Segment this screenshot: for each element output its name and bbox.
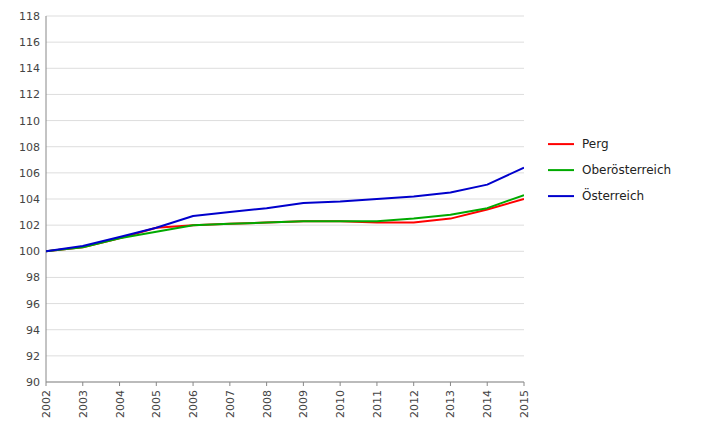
grid-line: [46, 68, 524, 69]
y-tick-label: 116: [19, 36, 40, 49]
x-tick-label: 2004: [114, 390, 127, 418]
y-tick-label: 108: [19, 141, 40, 154]
y-tick-label: 114: [19, 62, 40, 75]
chart: 90 92 94 96 98 100 102 104 106 108 110 112 114 116 118…: [0, 0, 714, 432]
y-axis-line: [46, 16, 47, 382]
x-tick: [340, 382, 341, 386]
grid-line: [46, 16, 524, 17]
x-tick-label: 2003: [77, 390, 90, 418]
legend-label: Oberösterreich: [582, 163, 671, 177]
y-tick-label: 92: [26, 350, 40, 363]
x-tick-label: 2005: [150, 390, 163, 418]
y-tick-label: 104: [19, 193, 40, 206]
y-tick-label: 110: [19, 115, 40, 128]
x-tick: [450, 382, 451, 386]
grid-line: [46, 329, 524, 330]
x-tick-label: 2013: [444, 390, 457, 418]
grid-line: [46, 355, 524, 356]
legend-label: Österreich: [582, 187, 644, 203]
x-tick-label: 2014: [481, 390, 494, 418]
x-tick-label: 2007: [224, 390, 237, 418]
grid-line: [46, 382, 524, 383]
grid-line: [46, 94, 524, 95]
x-tick: [82, 382, 83, 386]
grid-line: [46, 172, 524, 173]
x-tick-label: 2015: [518, 390, 531, 418]
y-tick-label: 118: [19, 10, 40, 23]
x-axis: 2002 2003 2004 2005 2006 2007 2008 2009 2010 2011…: [40, 382, 531, 418]
x-tick-label: 2011: [371, 390, 384, 418]
legend-swatch: [548, 195, 574, 197]
y-axis: 90 92 94 96 98 100 102 104 106 108 110 112 114 116 118: [19, 10, 524, 389]
y-tick-label: 102: [19, 219, 40, 232]
x-tick: [524, 382, 525, 386]
x-tick: [376, 382, 377, 386]
x-tick: [193, 382, 194, 386]
y-tick-label: 96: [26, 298, 40, 311]
x-tick-label: 2012: [408, 390, 421, 418]
grid-line: [46, 199, 524, 200]
legend: Perg Oberösterreich Österreich: [548, 137, 671, 203]
x-axis-line: [46, 382, 524, 383]
grid-line: [46, 251, 524, 252]
series-line: [46, 195, 524, 251]
x-tick-label: 2009: [297, 390, 310, 418]
y-tick-label: 98: [26, 271, 40, 284]
y-tick-label: 112: [19, 88, 40, 101]
grid-line: [46, 42, 524, 43]
series-line: [46, 199, 524, 251]
lines: [46, 168, 524, 252]
x-tick: [266, 382, 267, 386]
grid-line: [46, 277, 524, 278]
x-tick: [119, 382, 120, 386]
x-tick: [413, 382, 414, 386]
y-tick-label: 106: [19, 167, 40, 180]
grid-line: [46, 225, 524, 226]
x-tick: [156, 382, 157, 386]
x-tick: [46, 382, 47, 386]
y-tick-label: 100: [19, 245, 40, 258]
series-line: [46, 168, 524, 252]
x-tick-label: 2008: [261, 390, 274, 418]
grid-line: [46, 303, 524, 304]
y-tick-label: 94: [26, 324, 40, 337]
grid-line: [46, 146, 524, 147]
grid-line: [46, 120, 524, 121]
x-tick: [229, 382, 230, 386]
legend-label: Perg: [582, 137, 609, 151]
y-tick-label: 90: [26, 376, 40, 389]
x-tick-label: 2010: [334, 390, 347, 418]
x-tick: [303, 382, 304, 386]
x-tick-label: 2006: [187, 390, 200, 418]
legend-swatch: [548, 169, 574, 171]
legend-swatch: [548, 143, 574, 145]
x-tick: [487, 382, 488, 386]
x-tick-label: 2002: [40, 390, 53, 418]
